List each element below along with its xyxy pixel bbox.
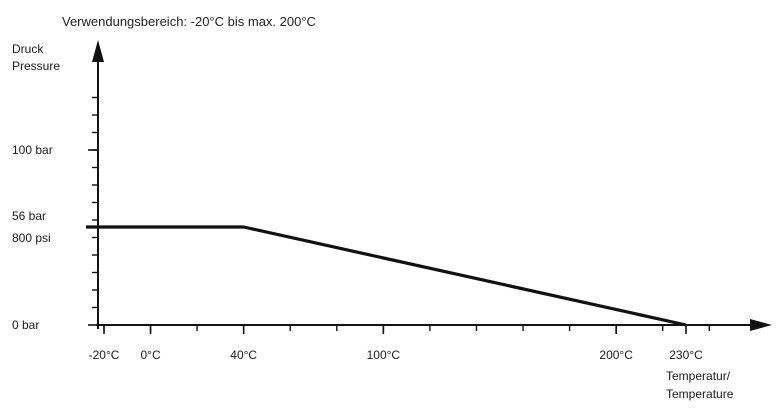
- x-axis-label-line1: Temperatur/: [666, 369, 731, 383]
- y-tick-label: 56 bar: [12, 209, 46, 223]
- x-tick-label: 40°C: [230, 348, 257, 362]
- x-tick-label: -20°C: [89, 348, 120, 362]
- chart-axes: [92, 40, 772, 331]
- y-tick-label: 100 bar: [12, 143, 53, 157]
- pressure-temperature-line: [86, 225, 687, 327]
- chart-annotation: Verwendungsbereich: -20°C bis max. 200°C: [62, 14, 316, 29]
- x-tick-label: 200°C: [599, 348, 633, 362]
- chart-ticks: 0 bar 56 bar 100 bar 800 psi -20°C 0°C 40°C 100…: [12, 96, 710, 362]
- y-axis-arrow: [92, 40, 104, 62]
- x-tick-label: 230°C: [669, 348, 703, 362]
- chart-series: [85, 225, 687, 327]
- y-tick-label: 0 bar: [12, 318, 39, 332]
- y-axis-label-line2: Pressure: [12, 59, 60, 73]
- y-extra-label: 800 psi: [12, 231, 51, 245]
- x-axis-arrow: [750, 319, 772, 331]
- x-axis-label-line2: Temperature: [666, 387, 734, 401]
- y-axis-label-line1: Druck: [12, 42, 44, 56]
- x-tick-label: 100°C: [367, 348, 401, 362]
- x-tick-label: 0°C: [140, 348, 160, 362]
